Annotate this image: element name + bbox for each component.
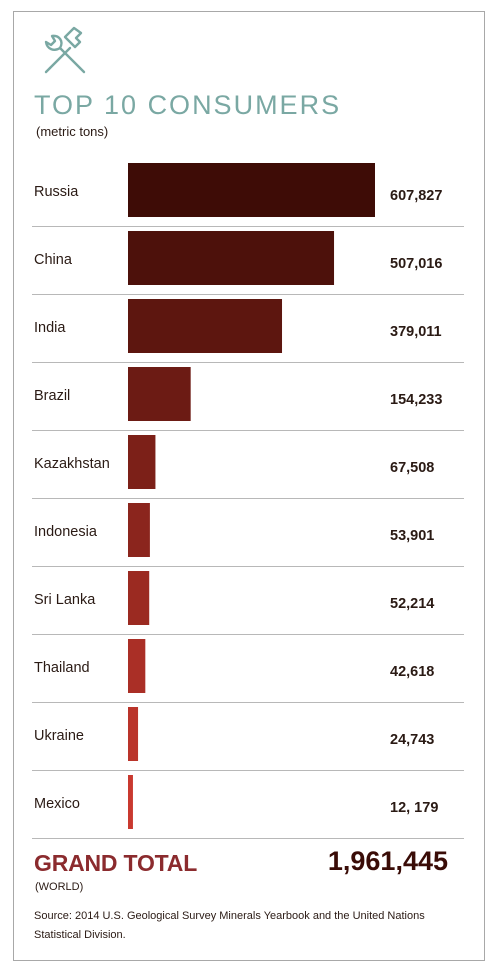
grand-total-value: 1,961,445	[327, 846, 448, 876]
value-label: 607,827	[390, 188, 442, 204]
hammer-wrench-icon	[44, 26, 86, 74]
bar-brazil	[128, 367, 191, 421]
category-label: Brazil	[34, 388, 70, 404]
category-label: Ukraine	[34, 728, 84, 744]
value-label: 67,508	[390, 460, 434, 476]
bar-chart: Russia 607,827 China 507,016 India 379,011 Bra…	[32, 163, 464, 839]
bar-india	[128, 299, 283, 353]
bar-indonesia	[128, 503, 150, 557]
value-label: 12, 179	[390, 800, 438, 816]
category-label: China	[34, 252, 73, 268]
value-label: 42,618	[390, 664, 434, 680]
category-label: Kazakhstan	[34, 456, 110, 472]
bar-sri-lanka	[128, 571, 150, 625]
category-label: India	[34, 320, 66, 336]
grand-total-label: GRAND TOTAL	[34, 850, 198, 876]
value-label: 379,011	[390, 324, 442, 340]
bar-ukraine	[128, 707, 139, 761]
category-label: Mexico	[34, 796, 80, 812]
bar-china	[128, 231, 335, 285]
infographic-card: TOP 10 CONSUMERS (metric tons) Russia 607…	[13, 11, 485, 961]
bar-mexico	[128, 775, 133, 829]
source-note: Source: 2014 U.S. Geological Survey Mine…	[34, 910, 425, 941]
chart-subtitle: (metric tons)	[36, 124, 109, 139]
bar-kazakhstan	[128, 435, 156, 489]
category-label: Russia	[34, 184, 79, 200]
category-label: Sri Lanka	[34, 592, 96, 608]
value-label: 52,214	[390, 596, 434, 612]
category-label: Indonesia	[34, 524, 98, 540]
bar-russia	[128, 163, 375, 217]
value-label: 24,743	[390, 732, 434, 748]
category-label: Thailand	[34, 660, 90, 676]
bar-thailand	[128, 639, 146, 693]
grand-total-sublabel: (WORLD)	[35, 881, 84, 893]
value-label: 154,233	[390, 392, 442, 408]
value-label: 53,901	[390, 528, 434, 544]
chart-title: TOP 10 CONSUMERS	[34, 90, 342, 120]
value-label: 507,016	[390, 256, 442, 272]
